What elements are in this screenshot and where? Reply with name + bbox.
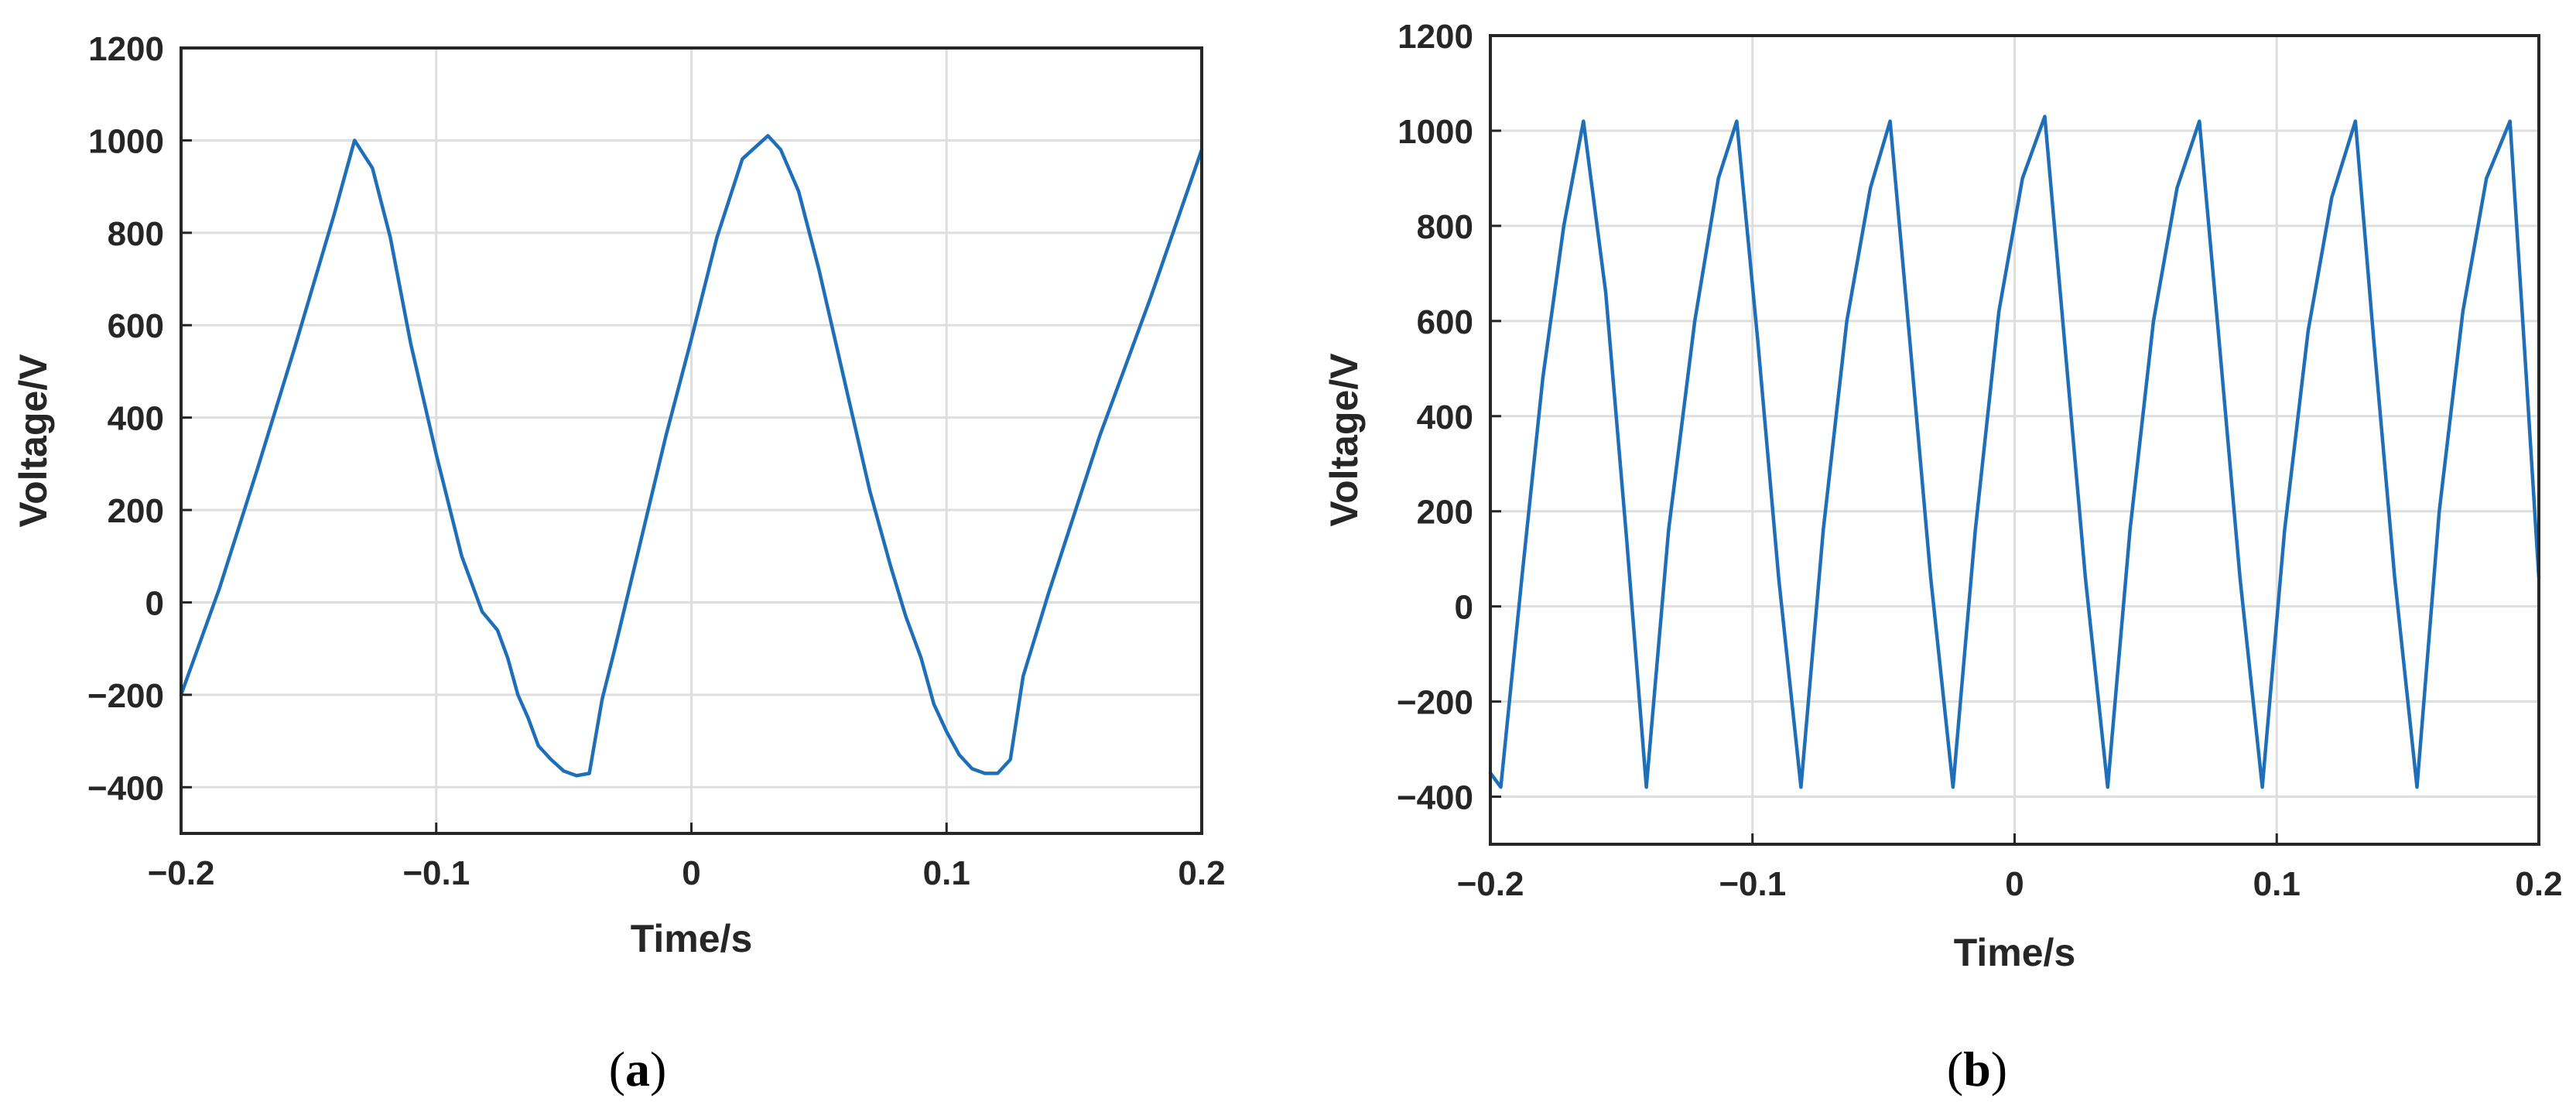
y-tick-label-b-0: −400 bbox=[1397, 779, 1473, 817]
y-axis-label-a: Voltage/V bbox=[12, 354, 55, 528]
y-tick-label-a-3: 200 bbox=[108, 492, 164, 530]
caption-letter-b: b bbox=[1963, 1042, 1991, 1097]
y-tick-label-b-5: 600 bbox=[1417, 303, 1473, 341]
y-tick-label-a-2: 0 bbox=[145, 584, 164, 622]
series-line-b-0 bbox=[1488, 115, 2541, 789]
caption-open-b: ( bbox=[1947, 1042, 1963, 1097]
y-tick-label-a-7: 1000 bbox=[88, 122, 164, 160]
caption-close-b: ) bbox=[1991, 1042, 2007, 1097]
x-axis-label-a: Time/s bbox=[631, 917, 753, 960]
y-tick-label-b-4: 400 bbox=[1417, 399, 1473, 436]
y-tick-label-a-8: 1200 bbox=[88, 30, 164, 68]
y-tick-label-b-1: −200 bbox=[1397, 684, 1473, 722]
y-tick-label-a-0: −400 bbox=[87, 769, 164, 807]
x-tick-label-a-4: 0.2 bbox=[1178, 854, 1225, 892]
x-tick-label-a-2: 0 bbox=[682, 854, 700, 892]
chart-panel-a: −0.2 −0.1 0 0.1 0.2 −400 −200 0 200 400 600 800 1000… bbox=[12, 30, 1226, 1097]
y-tick-label-b-7: 1000 bbox=[1397, 113, 1473, 151]
y-axis-label-b: Voltage/V bbox=[1322, 353, 1366, 527]
y-tick-label-b-8: 1200 bbox=[1397, 18, 1473, 56]
x-axis-label-b: Time/s bbox=[1954, 931, 2076, 974]
y-tick-label-b-3: 200 bbox=[1417, 494, 1473, 532]
caption-letter-a: a bbox=[625, 1042, 650, 1097]
x-tick-label-a-1: −0.1 bbox=[402, 854, 470, 892]
y-tick-label-a-5: 600 bbox=[108, 307, 164, 345]
y-tick-label-a-1: −200 bbox=[87, 677, 164, 715]
y-tick-label-b-2: 0 bbox=[1455, 589, 1473, 627]
x-tick-label-a-0: −0.2 bbox=[148, 854, 215, 892]
x-tick-label-b-4: 0.2 bbox=[2515, 865, 2562, 903]
x-tick-label-b-0: −0.2 bbox=[1457, 865, 1524, 903]
panel-caption-b: (b) bbox=[1947, 1042, 2007, 1097]
x-tick-label-b-2: 0 bbox=[2005, 865, 2024, 903]
x-tick-label-b-3: 0.1 bbox=[2253, 865, 2301, 903]
series-line-a-0 bbox=[179, 134, 1204, 778]
y-tick-label-b-6: 800 bbox=[1417, 208, 1473, 246]
caption-close-a: ) bbox=[650, 1042, 666, 1097]
chart-panel-b: −0.2 −0.1 0 0.1 0.2 −400 −200 0 200 400 600 800 1000… bbox=[1322, 18, 2563, 1097]
x-tick-label-a-3: 0.1 bbox=[923, 854, 970, 892]
panel-caption-a: (a) bbox=[609, 1042, 667, 1097]
x-tick-label-b-1: −0.1 bbox=[1719, 865, 1786, 903]
y-tick-label-a-6: 800 bbox=[108, 215, 164, 253]
y-tick-label-a-4: 400 bbox=[108, 400, 164, 438]
caption-open-a: ( bbox=[609, 1042, 625, 1097]
